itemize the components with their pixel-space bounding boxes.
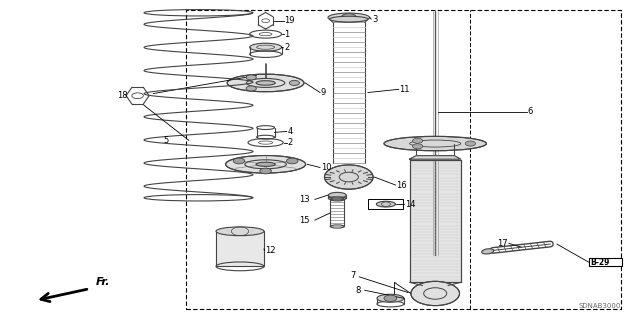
Circle shape xyxy=(324,165,373,189)
Text: 8: 8 xyxy=(355,286,360,295)
Circle shape xyxy=(260,168,271,174)
Text: Fr.: Fr. xyxy=(96,277,111,287)
Circle shape xyxy=(411,281,460,306)
Ellipse shape xyxy=(250,43,282,51)
Circle shape xyxy=(233,158,244,164)
Circle shape xyxy=(287,158,298,164)
Ellipse shape xyxy=(256,162,275,167)
Text: 16: 16 xyxy=(396,181,407,189)
Text: 6: 6 xyxy=(527,107,532,116)
Text: 7: 7 xyxy=(350,271,355,280)
Circle shape xyxy=(246,75,256,80)
Circle shape xyxy=(289,80,300,85)
Circle shape xyxy=(413,138,423,143)
Text: 9: 9 xyxy=(321,88,326,97)
Circle shape xyxy=(384,295,397,301)
Text: 15: 15 xyxy=(300,216,310,225)
Text: 17: 17 xyxy=(497,239,508,248)
Ellipse shape xyxy=(377,294,404,302)
Text: 19: 19 xyxy=(284,16,294,25)
Ellipse shape xyxy=(384,136,486,151)
Circle shape xyxy=(341,14,356,21)
Bar xyxy=(368,199,403,209)
Text: 1: 1 xyxy=(284,30,289,39)
Ellipse shape xyxy=(256,81,275,85)
Text: 14: 14 xyxy=(405,200,415,209)
Circle shape xyxy=(465,141,476,146)
Polygon shape xyxy=(410,156,461,159)
Text: 18: 18 xyxy=(117,91,128,100)
Circle shape xyxy=(413,144,423,149)
Bar xyxy=(410,160,461,282)
Text: 4: 4 xyxy=(287,127,292,136)
Text: SDNAB3000: SDNAB3000 xyxy=(579,303,621,309)
Ellipse shape xyxy=(328,13,370,22)
Text: 10: 10 xyxy=(321,163,331,172)
Ellipse shape xyxy=(225,155,306,173)
Ellipse shape xyxy=(330,16,368,22)
Ellipse shape xyxy=(376,201,396,207)
Text: 12: 12 xyxy=(265,246,275,255)
Text: 3: 3 xyxy=(372,15,377,24)
Text: 13: 13 xyxy=(299,195,310,204)
Text: 2: 2 xyxy=(287,138,292,147)
Bar xyxy=(410,160,461,282)
Bar xyxy=(216,231,264,266)
Text: 2: 2 xyxy=(284,43,289,52)
Ellipse shape xyxy=(216,227,264,236)
Text: B-29: B-29 xyxy=(590,258,609,267)
Ellipse shape xyxy=(328,192,346,198)
Text: 11: 11 xyxy=(399,85,410,94)
Circle shape xyxy=(246,86,256,91)
Bar xyxy=(589,258,622,266)
Ellipse shape xyxy=(227,74,304,92)
Ellipse shape xyxy=(482,249,493,254)
Bar xyxy=(186,10,621,309)
Text: 5: 5 xyxy=(164,136,169,145)
